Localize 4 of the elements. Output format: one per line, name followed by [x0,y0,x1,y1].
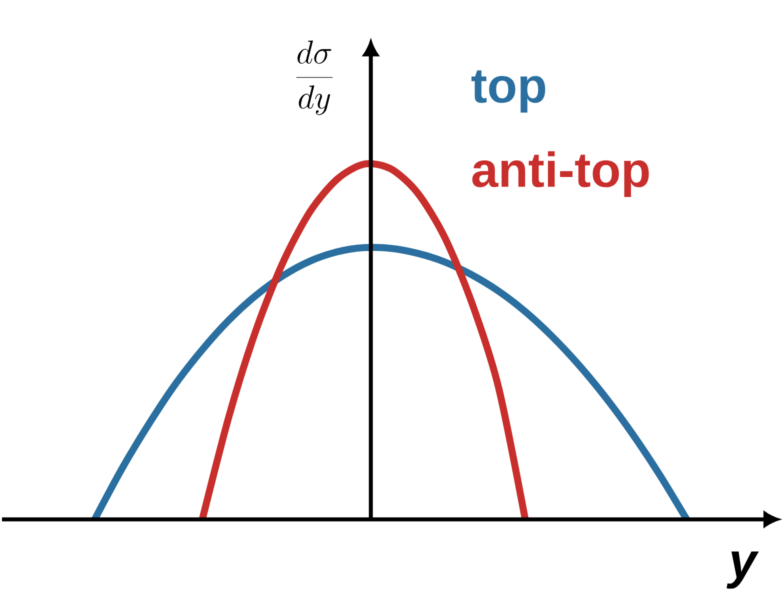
x-axis-title: y [726,552,759,589]
series-label: anti-top [472,151,649,198]
text: top [471,70,546,113]
y-axis-title: $\frac{d\sigma}{dy}$ [296,40,333,116]
